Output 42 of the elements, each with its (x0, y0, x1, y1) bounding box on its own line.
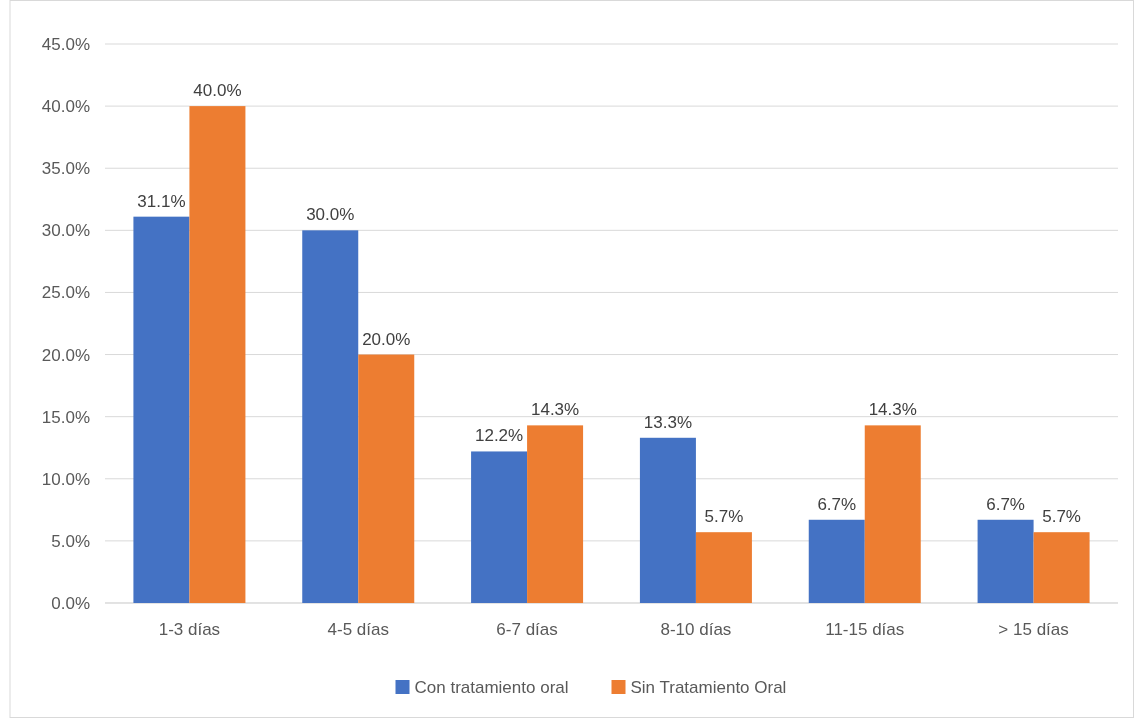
y-tick-label: 30.0% (41, 221, 90, 241)
data-label: 5.7% (704, 507, 744, 527)
bar (302, 230, 359, 603)
data-label: 5.7% (1042, 507, 1081, 527)
data-label: 30.0% (306, 205, 355, 225)
legend-label: Sin Tratamiento Oral (630, 677, 787, 697)
bar (471, 451, 528, 603)
x-tick-label: 1-3 días (158, 620, 221, 639)
data-label: 14.3% (530, 400, 580, 420)
x-tick-label: 6-7 días (496, 620, 558, 639)
x-tick-label: 11-15 días (825, 620, 905, 639)
bar (864, 425, 921, 603)
data-label: 14.3% (868, 400, 917, 420)
bar (527, 425, 584, 603)
y-tick-label: 5.0% (51, 531, 90, 551)
data-label: 40.0% (193, 81, 242, 101)
bar (808, 519, 865, 603)
data-label: 31.1% (137, 191, 186, 211)
bar (695, 532, 752, 603)
y-tick-label: 0.0% (51, 593, 90, 613)
y-tick-label: 35.0% (41, 159, 90, 179)
bar (639, 437, 696, 603)
bar (133, 216, 190, 603)
bar (1033, 532, 1090, 603)
bar (189, 106, 246, 603)
x-tick-label: 4-5 días (327, 620, 389, 639)
data-label: 20.0% (362, 329, 411, 349)
bar (977, 519, 1034, 603)
y-tick-label: 45.0% (41, 34, 90, 54)
data-label: 6.7% (817, 494, 857, 514)
data-label: 12.2% (474, 426, 524, 446)
data-label: 13.3% (643, 412, 693, 432)
y-tick-label: 40.0% (41, 97, 90, 117)
x-tick-label: > 15 días (998, 620, 1069, 639)
x-tick-label: 8-10 días (660, 620, 732, 639)
y-tick-label: 25.0% (41, 283, 90, 303)
bar (358, 354, 415, 603)
data-label: 6.7% (986, 494, 1025, 514)
y-tick-label: 15.0% (41, 407, 90, 427)
legend-label: Con tratamiento oral (414, 677, 569, 697)
y-tick-label: 10.0% (41, 469, 90, 489)
y-tick-label: 20.0% (41, 345, 90, 365)
